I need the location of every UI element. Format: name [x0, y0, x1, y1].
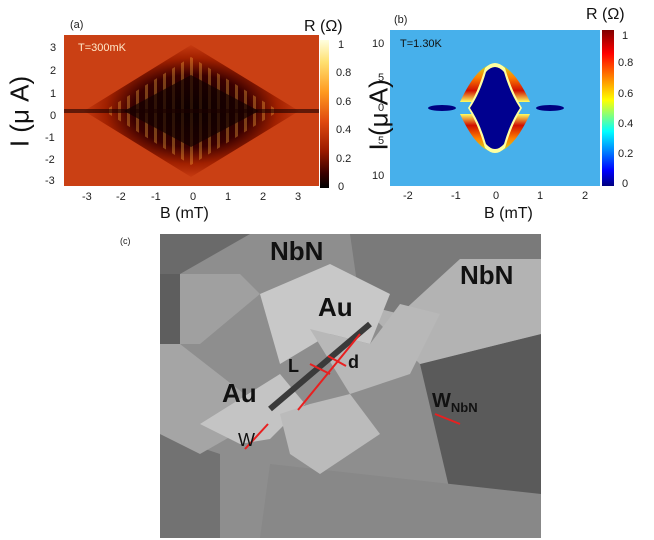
colorbar-title-a: R (Ω)	[304, 18, 343, 35]
tick-label: 0	[622, 178, 629, 190]
tick-label: 1	[338, 39, 345, 51]
tick-label: -2	[403, 190, 413, 202]
x-axis-label-a: B (mT)	[160, 205, 209, 222]
tick-label: 0.6	[336, 96, 352, 108]
panel-a: (a) T=300mK I (μ A) B (mT) -3 -2 -1 0 1 …	[0, 0, 352, 230]
distance-label-d: d	[348, 352, 359, 372]
tick-label: 2	[260, 191, 267, 203]
width-nbn-label: WNbN	[432, 390, 478, 415]
tick-label: 2	[582, 190, 589, 202]
tick-label: 0.4	[336, 124, 352, 136]
tick-label: 1	[622, 30, 629, 42]
tick-label: 3	[295, 191, 302, 203]
tick-label: -1	[451, 190, 461, 202]
tick-label: 0.8	[618, 57, 634, 69]
panel-c: NbN NbN Au Au L d W WNbN	[160, 234, 541, 538]
temperature-b: T=1.30K	[400, 38, 442, 50]
tick-label: 0.2	[336, 153, 352, 165]
tick-label: 5	[378, 135, 385, 147]
width-nbn-sub: NbN	[450, 400, 478, 415]
tick-label: -3	[82, 191, 92, 203]
tick-label: 0	[378, 102, 385, 114]
width-nbn-main: W	[432, 390, 451, 412]
heatmap-b	[390, 30, 600, 186]
tick-label: 0	[50, 110, 57, 122]
panel-a-label: (a)	[70, 19, 84, 31]
tick-label: 0.4	[618, 118, 634, 130]
nbn-right-label: NbN	[460, 260, 514, 290]
au-bottom-label: Au	[222, 378, 257, 408]
temperature-a: T=300mK	[78, 42, 126, 54]
tick-label: 3	[50, 42, 57, 54]
tick-label: 0.8	[336, 67, 352, 79]
colorbar-b	[602, 30, 614, 186]
tick-label: 0	[338, 181, 345, 193]
tick-label: -1	[151, 191, 161, 203]
tick-label: 1	[225, 191, 232, 203]
colorbar-title-b: R (Ω)	[586, 6, 625, 23]
nbn-left-label: NbN	[270, 236, 324, 266]
panel-b: (b) T=1.30K I (μ A) B (mT) -2 -1 0 1 2 1…	[360, 0, 654, 230]
colorbar-a	[320, 40, 329, 188]
tick-label: 2	[50, 65, 57, 77]
au-top-label: Au	[318, 292, 353, 322]
tick-label: 5	[378, 72, 385, 84]
panel-b-label: (b)	[394, 14, 408, 26]
panel-c-label: (c)	[120, 236, 131, 246]
heatmap-a	[64, 35, 319, 186]
width-label-W: W	[238, 430, 255, 450]
tick-label: 0.2	[618, 148, 634, 160]
tick-label: -2	[45, 154, 55, 166]
tick-label: 10	[372, 38, 385, 50]
tick-label: 1	[537, 190, 544, 202]
tick-label: -1	[45, 132, 55, 144]
tick-label: -3	[45, 175, 55, 187]
x-axis-label-b: B (mT)	[484, 205, 533, 222]
sem-image	[160, 234, 541, 538]
tick-label: 10	[372, 170, 385, 182]
length-label-L: L	[288, 356, 299, 376]
tick-label: 1	[50, 88, 57, 100]
tick-label: -2	[116, 191, 126, 203]
tick-label: 0	[493, 190, 500, 202]
tick-label: 0	[190, 191, 197, 203]
y-axis-label-a: I (μ A)	[4, 75, 35, 148]
tick-label: 0.6	[618, 88, 634, 100]
